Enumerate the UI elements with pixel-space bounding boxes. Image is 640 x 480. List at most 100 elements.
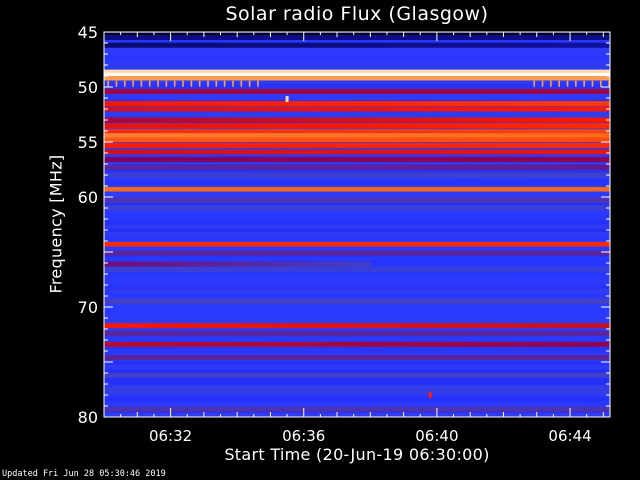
heatmap-noise-row	[104, 216, 610, 221]
heatmap-noise-row	[104, 312, 610, 318]
frequency-band	[104, 101, 610, 106]
y-tick-label: 60	[78, 188, 98, 207]
interference-dash	[533, 80, 536, 87]
heatmap-noise-row	[104, 96, 610, 101]
frequency-band	[104, 69, 610, 74]
interference-dash	[198, 80, 201, 87]
heatmap-noise-row	[104, 292, 610, 298]
interference-dash	[240, 80, 243, 87]
heatmap-noise-row	[104, 288, 610, 294]
heatmap-noise-row	[104, 336, 610, 342]
heatmap-noise-row	[104, 140, 610, 145]
heatmap-noise-row	[104, 352, 610, 358]
frequency-band	[104, 250, 610, 256]
heatmap-noise-row	[104, 276, 610, 282]
heatmap-noise-row	[104, 80, 610, 85]
frequency-band	[104, 187, 610, 192]
interference-dash	[123, 80, 126, 87]
heatmap-noise-row	[104, 236, 610, 241]
updated-timestamp: Updated Fri Jun 28 05:30:46 2019	[2, 469, 166, 479]
plot-frame	[103, 31, 611, 418]
x-axis: 06:32 06:36 06:40 06:44	[103, 32, 604, 445]
interference-dashes	[107, 80, 610, 87]
frequency-band	[104, 242, 610, 247]
heatmap-noise-row	[104, 264, 610, 270]
frequency-band	[104, 106, 610, 112]
frequency-band	[104, 123, 610, 128]
interference-dash	[115, 80, 118, 87]
interference-dash	[591, 80, 594, 87]
frequency-band	[104, 128, 610, 134]
x-tick-label: 06:32	[149, 427, 192, 445]
frequency-band	[104, 172, 610, 178]
heatmap-noise-row	[104, 180, 610, 185]
interference-dash	[107, 80, 109, 87]
frequency-band	[104, 35, 610, 40]
frequency-band	[104, 142, 610, 148]
heatmap-noise-row	[104, 304, 610, 310]
heatmap-noise-row	[104, 360, 610, 366]
chart-title: Solar radio Flux (Glasgow)	[225, 3, 489, 25]
heatmap-noise-row	[104, 384, 610, 390]
interference-dash	[148, 80, 151, 87]
heatmap-noise-row	[104, 92, 610, 97]
interference-dash	[173, 80, 176, 87]
frequency-band	[104, 341, 610, 347]
heatmap-noise-row	[104, 272, 610, 278]
frequency-band	[104, 133, 610, 138]
heatmap-noise-row	[104, 364, 610, 370]
frequency-band	[104, 299, 610, 304]
frequency-band	[104, 149, 610, 155]
frequency-band	[104, 75, 610, 81]
interference-dash	[566, 80, 569, 87]
heatmap-noise-row	[104, 56, 610, 61]
frequency-band	[104, 117, 610, 123]
interference-dash	[541, 80, 544, 87]
heatmap-noise-row	[104, 192, 610, 197]
heatmap-noise-row	[104, 152, 610, 157]
heatmap-noise-row	[104, 160, 610, 165]
heatmap-noise-row	[104, 412, 610, 418]
interference-dash	[132, 80, 134, 87]
interference-dash	[550, 80, 552, 87]
heatmap-noise-row	[104, 396, 610, 402]
heatmap-noise-row	[104, 64, 610, 69]
y-tick-label: 55	[78, 133, 98, 152]
frequency-band	[104, 372, 610, 378]
frequency-band	[104, 205, 610, 211]
y-axis-title: Frequency [MHz]	[46, 154, 66, 294]
interference-dash	[223, 80, 226, 87]
frequency-band	[104, 267, 610, 273]
x-tick-label: 06:44	[548, 427, 591, 445]
interference-dash	[600, 80, 602, 87]
heatmap-noise-row	[104, 220, 610, 225]
heatmap-noise-row	[104, 280, 610, 286]
frequency-band	[104, 197, 610, 203]
frequency-band	[104, 330, 610, 336]
heatmap-noise-row	[104, 84, 610, 89]
heatmap-noise-row	[104, 344, 610, 350]
frequency-band	[104, 388, 610, 394]
heatmap-noise-row	[104, 40, 610, 45]
heatmap-noise-row	[104, 380, 610, 386]
x-tick-label: 06:36	[282, 427, 325, 445]
frequency-band	[104, 164, 610, 170]
heatmap-noise-row	[104, 224, 610, 229]
interference-dash	[215, 80, 218, 87]
heatmap-noise-row	[104, 320, 610, 326]
heatmap-noise-row	[104, 348, 610, 354]
interference-dash	[608, 80, 610, 87]
frequency-band	[104, 323, 610, 329]
x-tick-label: 06:40	[415, 427, 458, 445]
y-tick-label: 50	[78, 78, 98, 97]
heatmap-noise-row	[104, 184, 610, 189]
interference-dash	[182, 80, 184, 87]
interference-dash	[257, 80, 259, 87]
heatmap-noise-row	[104, 212, 610, 217]
y-tick-label: 45	[78, 23, 98, 42]
heatmap-noise-row	[104, 60, 610, 65]
interference-dash	[190, 80, 193, 87]
heatmap-noise-row	[104, 256, 610, 261]
interference-dash	[575, 80, 577, 87]
